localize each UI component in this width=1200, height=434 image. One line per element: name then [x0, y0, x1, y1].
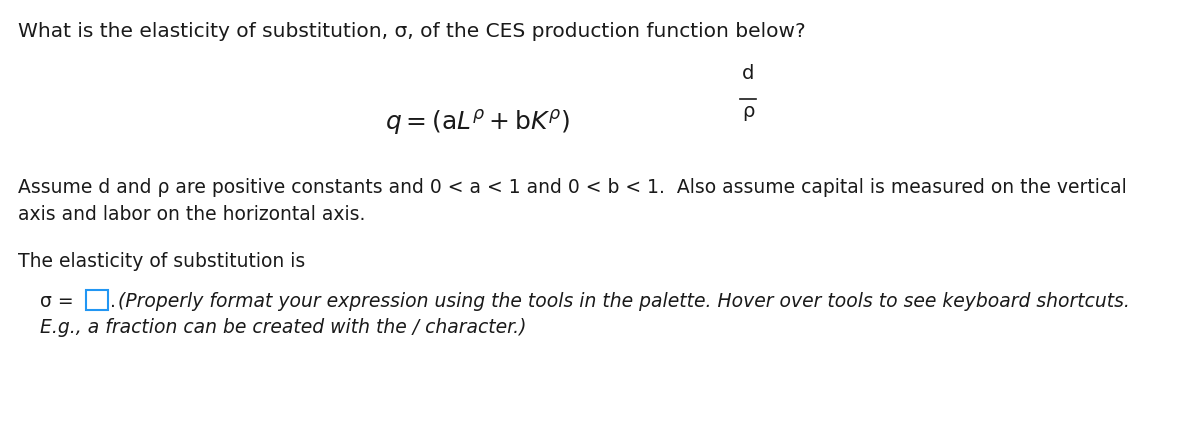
Text: (Properly format your expression using the tools in the palette. Hover over tool: (Properly format your expression using t… [118, 291, 1130, 310]
Text: E.g., a fraction can be created with the / character.): E.g., a fraction can be created with the… [40, 317, 527, 336]
Text: d: d [742, 64, 754, 83]
FancyBboxPatch shape [86, 290, 108, 310]
Text: Assume d and ρ are positive constants and 0 < a < 1 and 0 < b < 1.  Also assume : Assume d and ρ are positive constants an… [18, 178, 1127, 223]
Text: The elasticity of substitution is: The elasticity of substitution is [18, 251, 305, 270]
Text: $q = \left(\mathrm{a}L^{\rho} + \mathrm{b}K^{\rho}\right)$: $q = \left(\mathrm{a}L^{\rho} + \mathrm{… [385, 108, 570, 137]
Text: What is the elasticity of substitution, σ, of the CES production function below?: What is the elasticity of substitution, … [18, 22, 805, 41]
Text: .: . [110, 291, 116, 310]
Text: ρ: ρ [742, 102, 754, 121]
Text: σ =: σ = [40, 291, 79, 310]
